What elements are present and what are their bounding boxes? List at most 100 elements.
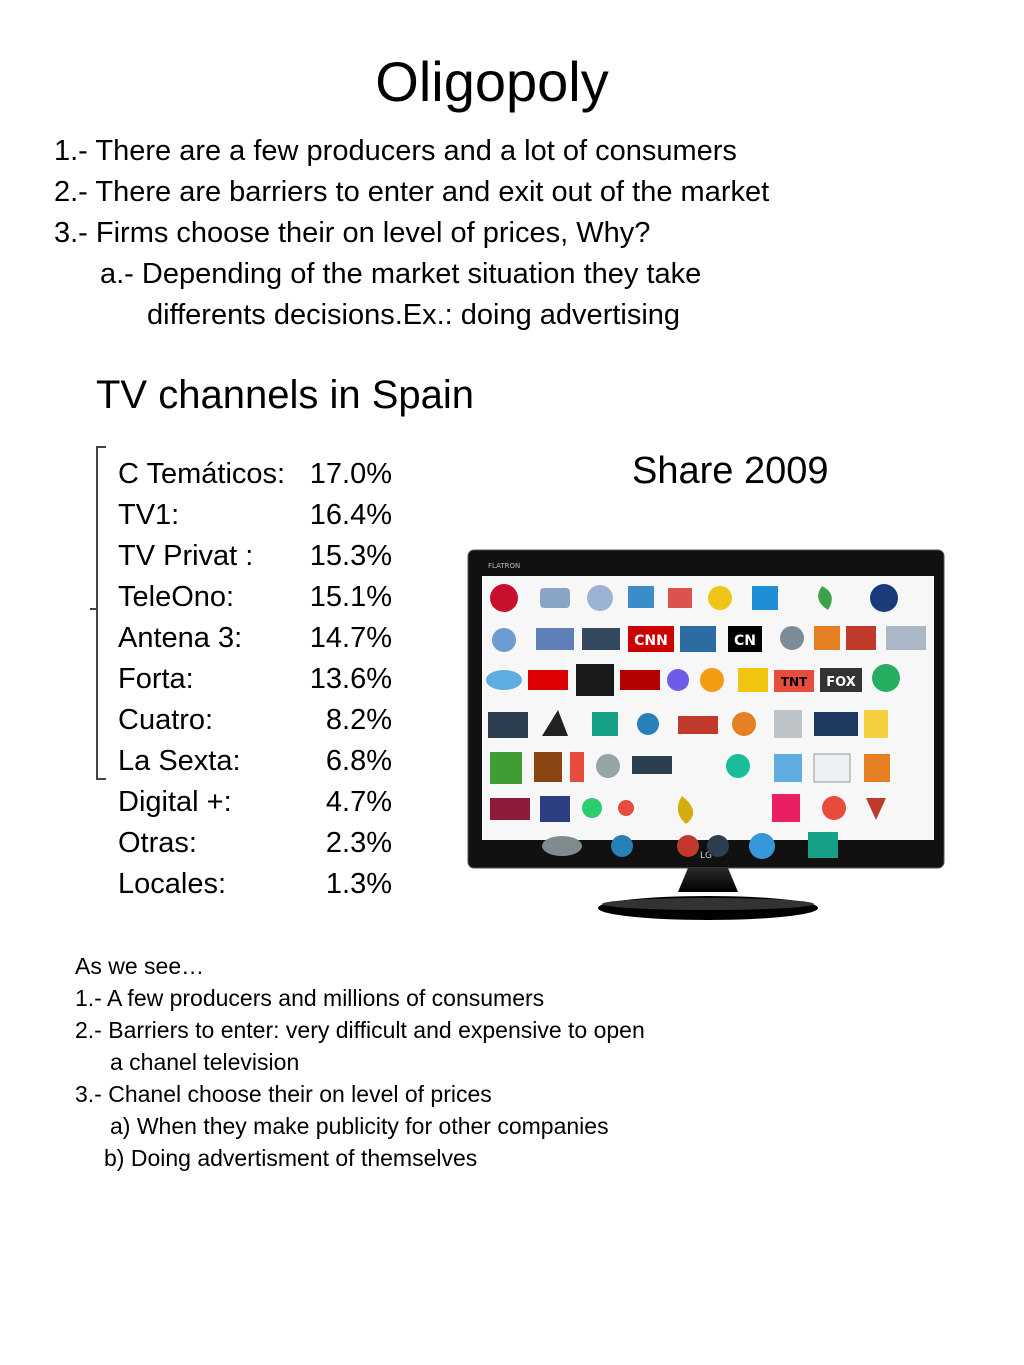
logo-generic-icon — [536, 628, 574, 650]
channel-share: 8.2% — [325, 704, 392, 736]
logo-leaf-icon — [818, 586, 832, 610]
conclusion-3a: a) When they make publicity for other co… — [110, 1113, 609, 1139]
svg-text:FOX: FOX — [826, 675, 856, 690]
channel-row: C Temáticos: 17.0% — [118, 454, 392, 495]
logo-generic-icon — [677, 835, 699, 857]
channel-share: 1.3% — [325, 868, 392, 900]
logo-generic-icon — [542, 836, 582, 856]
logo-generic-icon — [486, 670, 522, 690]
tv-illustration: FLATRON LG CNN CN TNT FOX — [467, 549, 945, 920]
logo-generic-icon — [611, 835, 633, 857]
logo-discovery-icon — [814, 712, 858, 736]
channel-share: 13.6% — [309, 663, 392, 695]
logo-generic-icon — [582, 798, 602, 818]
logo-c-icon — [738, 668, 768, 692]
logo-generic-icon — [822, 796, 846, 820]
channel-share: 15.1% — [309, 581, 392, 613]
channel-row: Antena 3: 14.7% — [118, 618, 392, 659]
tv-stand-neck — [678, 868, 738, 892]
logo-generic-icon — [752, 586, 778, 610]
channel-name: Cuatro: — [118, 704, 214, 736]
logo-generic-icon — [864, 754, 890, 782]
channel-name: TeleOno: — [118, 581, 235, 613]
channel-row: Digital +: 4.7% — [118, 782, 392, 823]
conclusion-2-continued: a chanel television — [110, 1049, 300, 1075]
channel-name: Digital +: — [118, 786, 232, 818]
channel-row: Forta: 13.6% — [118, 659, 392, 700]
channel-row: Cuatro: 8.2% — [118, 700, 392, 741]
logo-fox-icon — [820, 668, 862, 692]
logo-globe-icon — [587, 585, 613, 611]
logo-generic-icon — [677, 796, 694, 824]
channel-name: C Temáticos: — [118, 458, 286, 490]
channel-name: TV1: — [118, 499, 180, 531]
conclusion-2: 2.- Barriers to enter: very difficult an… — [75, 1017, 645, 1043]
point-2: 2.- There are barriers to enter and exit… — [54, 176, 770, 208]
logo-generic-icon — [708, 586, 732, 610]
logo-generic-icon — [540, 588, 570, 608]
logo-generic-icon — [628, 586, 654, 608]
conclusion-3b: b) Doing advertisment of themselves — [104, 1145, 478, 1171]
logo-generic-icon — [707, 835, 729, 857]
logo-espn-icon — [620, 670, 660, 690]
channel-logos: CNN CN TNT FOX — [486, 584, 926, 859]
logo-blue-star-icon — [870, 584, 898, 612]
logo-generic-icon — [618, 800, 634, 816]
logo-natgeo-icon — [864, 710, 888, 738]
slide-title: Oligopoly — [375, 50, 609, 113]
logo-ae-icon — [540, 796, 570, 822]
logo-mtv-icon — [772, 794, 800, 822]
logo-generic-icon — [780, 626, 804, 650]
logo-generic-icon — [700, 668, 724, 692]
logo-mp-icon — [488, 712, 528, 738]
logo-cn-icon — [728, 626, 762, 652]
channel-row: Otras: 2.3% — [118, 823, 392, 864]
section-title: TV channels in Spain — [96, 373, 475, 417]
conclusion-1: 1.- A few producers and millions of cons… — [75, 985, 545, 1011]
svg-text:TNT: TNT — [781, 675, 808, 689]
logo-generic-icon — [732, 712, 756, 736]
logo-generic-icon — [749, 833, 775, 859]
logo-red-star-icon — [490, 584, 518, 612]
logo-generic-icon — [570, 752, 584, 782]
logo-axn-icon — [678, 716, 718, 734]
logo-generic-icon — [808, 832, 838, 858]
logo-generic-icon — [774, 710, 802, 738]
logo-espn-icon — [528, 670, 568, 690]
channel-share: 17.0% — [309, 458, 392, 490]
conclusion-intro: As we see… — [75, 953, 205, 979]
channel-name: La Sexta: — [118, 745, 241, 777]
logo-fox-sports-icon — [576, 664, 614, 696]
logo-generic-icon — [872, 664, 900, 692]
channel-share: 6.8% — [325, 745, 392, 777]
logo-generic-icon — [866, 798, 886, 820]
tv-model-text: FLATRON — [488, 562, 520, 570]
channel-name: TV Privat : — [118, 540, 254, 572]
logo-cnn-icon — [628, 626, 674, 652]
channel-share: 4.7% — [325, 786, 392, 818]
logo-generic-icon — [542, 710, 568, 736]
logo-tnt-icon — [774, 670, 814, 692]
logo-generic-icon — [680, 626, 716, 652]
point-1: 1.- There are a few producers and a lot … — [54, 135, 737, 167]
channel-share: 2.3% — [325, 827, 392, 859]
logo-generic-icon — [582, 628, 620, 650]
logo-generic-icon — [596, 754, 620, 778]
logo-generic-icon — [592, 712, 618, 736]
bracket-tick — [90, 608, 97, 610]
channel-name: Locales: — [118, 868, 227, 900]
svg-text:CN: CN — [734, 633, 756, 649]
conclusion-3: 3.- Chanel choose their on level of pric… — [75, 1081, 492, 1107]
svg-text:CNN: CNN — [634, 633, 668, 649]
channel-share: 15.3% — [309, 540, 392, 572]
logo-generic-icon — [814, 626, 840, 650]
channel-row: TV Privat : 15.3% — [118, 536, 392, 577]
list-bracket — [96, 446, 106, 780]
channel-name: Otras: — [118, 827, 197, 859]
point-3a: a.- Depending of the market situation th… — [100, 258, 702, 290]
logo-generic-icon — [886, 626, 926, 650]
logo-generic-icon — [667, 669, 689, 691]
logo-generic-icon — [846, 626, 876, 650]
point-3: 3.- Firms choose their on level of price… — [54, 217, 651, 249]
logo-generic-icon — [726, 754, 750, 778]
